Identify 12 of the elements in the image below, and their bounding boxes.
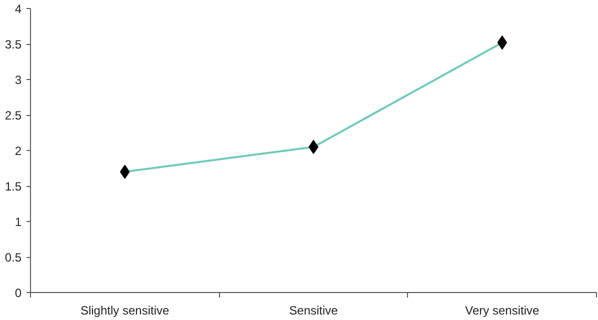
- x-tick-label: Slightly sensitive: [80, 304, 170, 318]
- x-tick-label: Sensitive: [289, 304, 338, 318]
- y-tick-label: 1.5: [4, 180, 22, 194]
- y-tick-label: 2: [14, 144, 22, 158]
- y-tick-label: 4: [14, 2, 22, 16]
- y-tick-label: 3.5: [4, 38, 22, 52]
- y-tick-label: 0: [14, 286, 22, 300]
- y-tick-label: 2.5: [4, 108, 22, 122]
- y-tick-label: 0.5: [4, 250, 22, 264]
- y-tick-label: 3: [14, 73, 22, 87]
- x-tick-label: Very sensitive: [465, 304, 540, 318]
- y-tick-label: 1: [14, 215, 22, 229]
